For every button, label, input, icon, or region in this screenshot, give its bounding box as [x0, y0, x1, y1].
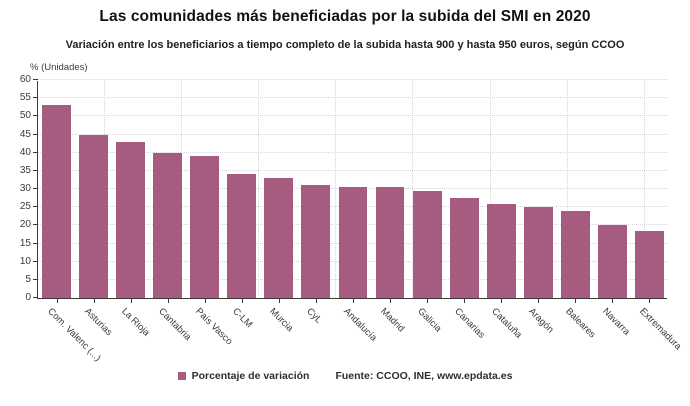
y-tick-label: 10 — [19, 255, 31, 267]
gridline-horizontal — [38, 115, 667, 117]
x-axis-tick — [278, 298, 280, 303]
bar-com-valenc — [42, 105, 71, 298]
x-axis-tick — [501, 298, 503, 303]
x-axis-tick — [575, 298, 577, 303]
x-tick-label: Cataluña — [489, 306, 525, 341]
bar-andaluc-a — [338, 187, 368, 298]
x-tick-label: Aragón — [526, 306, 556, 336]
gridline-vertical — [335, 81, 337, 298]
x-tick-label: Murcia — [267, 306, 296, 334]
x-tick-label: Navarra — [600, 306, 633, 338]
x-axis-tick — [130, 298, 132, 303]
gridline-vertical — [258, 81, 260, 298]
bar-navarra — [597, 225, 627, 298]
legend-label: Porcentaje de variación — [191, 370, 310, 382]
x-axis-tick — [241, 298, 243, 303]
y-tick-label: 30 — [19, 183, 31, 194]
legend-swatch-icon — [177, 372, 186, 380]
x-tick-label: CyL — [304, 306, 324, 326]
y-axis-tick — [33, 169, 38, 171]
bar-cantabria — [153, 152, 183, 298]
bar-baleares — [560, 210, 590, 298]
bar-murcia — [264, 178, 294, 298]
x-tick-label: Asturias — [81, 306, 114, 339]
bar-asturias — [79, 134, 109, 298]
y-axis-tick — [33, 260, 38, 262]
x-axis-tick — [167, 298, 169, 303]
y-axis-tick — [33, 133, 38, 135]
x-axis-tick — [427, 298, 429, 303]
gridline-vertical — [412, 81, 414, 298]
y-tick-label: 35 — [19, 164, 31, 176]
y-axis-tick — [33, 115, 38, 117]
bar-c-lm — [227, 174, 257, 298]
y-axis-unit-label: % (Unidades) — [30, 62, 88, 73]
x-tick-label: País Vasco — [192, 306, 235, 348]
bar-arag-n — [523, 207, 553, 298]
x-axis-tick — [649, 298, 651, 303]
bar-cyl — [301, 185, 331, 298]
y-axis-tick — [33, 97, 38, 99]
x-axis-tick — [538, 298, 540, 303]
x-axis-tick — [612, 298, 614, 303]
x-tick-label: La Rioja — [118, 306, 152, 339]
bar-madrid — [375, 187, 405, 298]
y-tick-label: 55 — [19, 92, 31, 104]
x-tick-label: Andalucía — [341, 306, 379, 344]
y-axis-tick — [33, 79, 38, 80]
gridline-vertical — [489, 81, 491, 298]
legend-row: Porcentaje de variación Fuente: CCOO, IN… — [0, 370, 690, 382]
x-tick-label: Baleares — [563, 306, 598, 341]
y-tick-label: 15 — [19, 237, 31, 249]
bar-canarias — [449, 198, 479, 298]
y-tick-label: 60 — [19, 74, 31, 85]
y-axis: 0 5 10 15 20 25 30 35 40 45 50 55 60 — [0, 75, 31, 303]
y-axis-tick — [33, 242, 38, 244]
x-tick-label: Madrid — [378, 306, 407, 335]
x-axis-tick — [204, 298, 206, 303]
y-tick-label: 50 — [19, 110, 31, 122]
x-tick-label: Cantabria — [155, 306, 193, 343]
y-axis-tick — [33, 224, 38, 226]
y-axis-tick — [33, 297, 38, 298]
gridline-horizontal — [38, 151, 667, 153]
x-axis-tick — [315, 298, 317, 303]
y-axis-tick — [33, 188, 38, 189]
y-tick-label: 25 — [19, 201, 31, 213]
plot-area: Com. Valenc (...) Asturias La Rioja Cantabr… — [33, 79, 684, 364]
y-tick-label: 5 — [25, 273, 31, 285]
y-tick-label: 20 — [19, 219, 31, 231]
source-attribution: Fuente: CCOO, INE, www.epdata.es — [335, 370, 513, 382]
x-axis-tick — [56, 298, 58, 303]
x-axis-tick — [464, 298, 466, 303]
gridline-horizontal — [38, 79, 667, 80]
y-axis-tick — [33, 278, 38, 280]
chart-subtitle: Variación entre los beneficiarios a tiem… — [65, 39, 625, 51]
x-tick-label: Canarias — [452, 306, 488, 341]
chart-title: Las comunidades más beneficiadas por la … — [99, 8, 591, 25]
legend-item: Porcentaje de variación — [177, 370, 310, 382]
bar-galicia — [412, 190, 442, 298]
y-tick-label: 0 — [25, 292, 31, 303]
bar-catalu-a — [486, 203, 516, 298]
bar-la-rioja — [116, 141, 146, 298]
gridline-horizontal — [38, 97, 667, 99]
y-tick-label: 45 — [19, 128, 31, 140]
y-axis-tick — [33, 206, 38, 208]
gridline-horizontal — [38, 169, 667, 171]
x-axis-tick — [93, 298, 95, 303]
gridline-vertical — [566, 81, 568, 298]
x-tick-label: C-LM — [230, 306, 255, 331]
bar-pa-s-vasco — [190, 156, 220, 298]
gridline-vertical — [643, 81, 645, 298]
y-tick-label: 40 — [19, 146, 31, 158]
x-tick-label: Extremadura — [637, 306, 684, 353]
gridline-horizontal — [38, 133, 667, 135]
x-axis-tick — [390, 298, 392, 303]
x-tick-label: Galicia — [415, 306, 444, 335]
y-axis-tick — [33, 151, 38, 153]
bar-extremadura — [635, 230, 664, 298]
x-axis-tick — [353, 298, 354, 303]
